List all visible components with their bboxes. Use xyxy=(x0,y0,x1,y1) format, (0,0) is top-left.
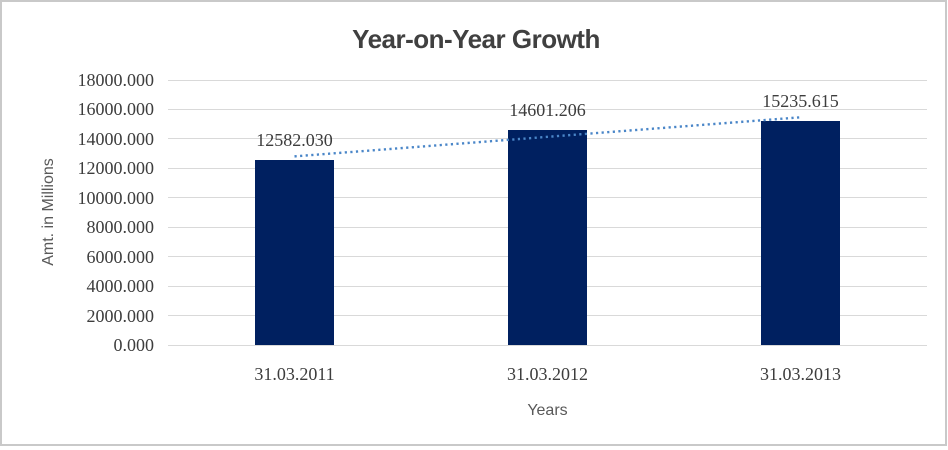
bar xyxy=(761,120,840,345)
y-tick-label: 16000.000 xyxy=(77,99,155,120)
y-tick-label: 10000.000 xyxy=(77,187,155,208)
y-tick-label: 0.000 xyxy=(113,335,155,355)
x-tick-label: 31.03.2013 xyxy=(760,364,841,384)
x-tick-label: 31.03.2011 xyxy=(254,364,335,384)
y-tick-label: 8000.000 xyxy=(86,217,155,238)
gridline xyxy=(168,108,927,110)
y-tick-label: 6000.000 xyxy=(86,246,155,267)
data-label: 12582.030 xyxy=(256,129,333,150)
chart-title: Year-on-Year Growth xyxy=(352,24,600,54)
data-label: 14601.206 xyxy=(509,100,586,121)
bar xyxy=(508,130,587,345)
x-axis-title: Years xyxy=(527,402,568,419)
y-tick-label: 4000.000 xyxy=(86,276,155,297)
y-tick-label: 12000.000 xyxy=(77,158,155,179)
y-tick-label: 14000.000 xyxy=(77,128,155,149)
x-tick-label: 31.03.2012 xyxy=(507,364,588,384)
gridline xyxy=(168,79,927,81)
bar xyxy=(255,159,334,345)
y-tick-label: 2000.000 xyxy=(86,305,155,326)
gridline xyxy=(168,344,927,346)
y-tick-label: 18000.000 xyxy=(77,70,155,90)
data-label: 15235.615 xyxy=(762,90,839,111)
